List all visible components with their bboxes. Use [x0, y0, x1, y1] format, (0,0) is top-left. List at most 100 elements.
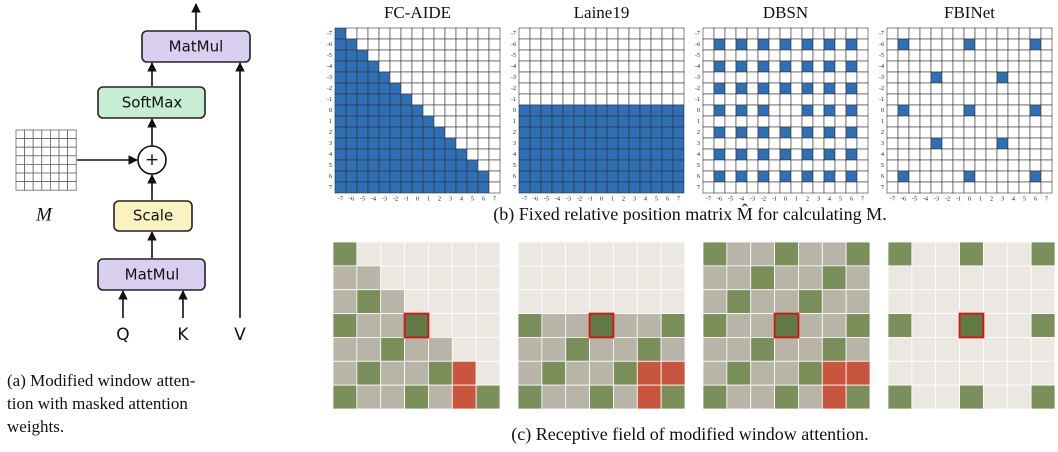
mask-cell: [607, 50, 618, 61]
mask-cell: [835, 28, 846, 39]
mask-cell: [368, 50, 379, 61]
y-tick-label: -1: [695, 97, 700, 103]
grid-cell: [25, 182, 34, 191]
mask-cell: [456, 116, 467, 127]
photo-cell: [912, 385, 936, 409]
mask-cell: [519, 83, 530, 94]
mask-cell: [986, 50, 997, 61]
mask-cell: [574, 61, 585, 72]
mask-cell: [824, 105, 835, 116]
grid-cell: [50, 156, 59, 165]
mask-cell: [445, 149, 456, 160]
mask-cell: [846, 61, 857, 72]
mask-cell: [379, 61, 390, 72]
mask-cell: [478, 105, 489, 116]
mask-cell: [456, 105, 467, 116]
photo-cell: [703, 385, 727, 409]
mask-cell: [673, 72, 684, 83]
mask-cell: [920, 94, 931, 105]
mask-cell: [596, 94, 607, 105]
mask-cell: [651, 138, 662, 149]
mask-cell: [997, 50, 1008, 61]
photo-cell: [661, 314, 685, 338]
grid-cell: [59, 139, 68, 148]
grid-cell: [50, 173, 59, 182]
x-tick-label: 5: [655, 196, 658, 202]
mask-cell: [346, 138, 357, 149]
mask-cell: [758, 61, 769, 72]
mask-cell: [357, 83, 368, 94]
mask-cell: [835, 127, 846, 138]
mask-cell: [335, 72, 346, 83]
mask-cell: [791, 61, 802, 72]
photo-cell: [476, 314, 500, 338]
x-tick-label: -2: [393, 196, 398, 202]
mask-cell: [379, 149, 390, 160]
mask-cell: [835, 72, 846, 83]
photo-cell: [357, 385, 381, 409]
mask-cell: [953, 39, 964, 50]
mask-cell: [857, 61, 868, 72]
mask-cell: [585, 116, 596, 127]
photo-cell: [405, 361, 429, 385]
photo-cell: [428, 290, 452, 314]
mask-cell: [530, 171, 541, 182]
box-label: SoftMax: [122, 94, 183, 112]
mask-cell: [445, 72, 456, 83]
mask-cell: [758, 171, 769, 182]
mask-cell: [585, 182, 596, 193]
mask-cell: [607, 105, 618, 116]
mask-cell: [607, 94, 618, 105]
photo-cell: [613, 290, 637, 314]
mask-cell: [596, 127, 607, 138]
grid-cell: [50, 147, 59, 156]
mask-cell: [456, 50, 467, 61]
photo-cell: [637, 242, 661, 266]
y-tick-label: -6: [511, 42, 516, 48]
x-tick-label: -5: [912, 196, 917, 202]
photo-cell: [428, 361, 452, 385]
photo-cell: [428, 266, 452, 290]
mask-cell: [519, 127, 530, 138]
mask-cell: [1030, 105, 1041, 116]
mask-cell: [975, 127, 986, 138]
mask-cell: [747, 171, 758, 182]
mask-cell: [1030, 72, 1041, 83]
mask-cell: [489, 94, 500, 105]
mask-cell: [703, 28, 714, 39]
mask-cell: [423, 171, 434, 182]
mask-cell: [1041, 127, 1052, 138]
photo-cell: [637, 266, 661, 290]
mask-cell: [335, 105, 346, 116]
mask-cell: [618, 138, 629, 149]
mask-cell: [736, 171, 747, 182]
mask-cell: [942, 138, 953, 149]
x-tick-label: -7: [338, 196, 343, 202]
mask-cell: [769, 171, 780, 182]
y-tick-label: 0: [881, 108, 884, 114]
photo-cell: [452, 314, 476, 338]
mask-cell: [434, 127, 445, 138]
mask-cell: [662, 160, 673, 171]
mask-cell: [975, 72, 986, 83]
mask-cell: [802, 28, 813, 39]
photo-cell: [1007, 242, 1031, 266]
mask-cell: [1008, 94, 1019, 105]
mask-cell: [563, 171, 574, 182]
mask-cell: [585, 94, 596, 105]
x-tick-label: 3: [1001, 196, 1004, 202]
mask-cell: [445, 171, 456, 182]
mask-cell: [964, 160, 975, 171]
mask-cell: [857, 94, 868, 105]
mask-cell: [596, 182, 607, 193]
mask-cell: [346, 94, 357, 105]
mask-cell: [824, 61, 835, 72]
caption: (c) Receptive field of modified window a…: [511, 424, 868, 445]
mask-cell: [1030, 160, 1041, 171]
mask-cell: [445, 127, 456, 138]
mask-cell: [813, 28, 824, 39]
x-tick-label: 0: [416, 196, 419, 202]
photo-cell: [1031, 314, 1055, 338]
mask-cell: [640, 160, 651, 171]
mask-cell: [662, 138, 673, 149]
